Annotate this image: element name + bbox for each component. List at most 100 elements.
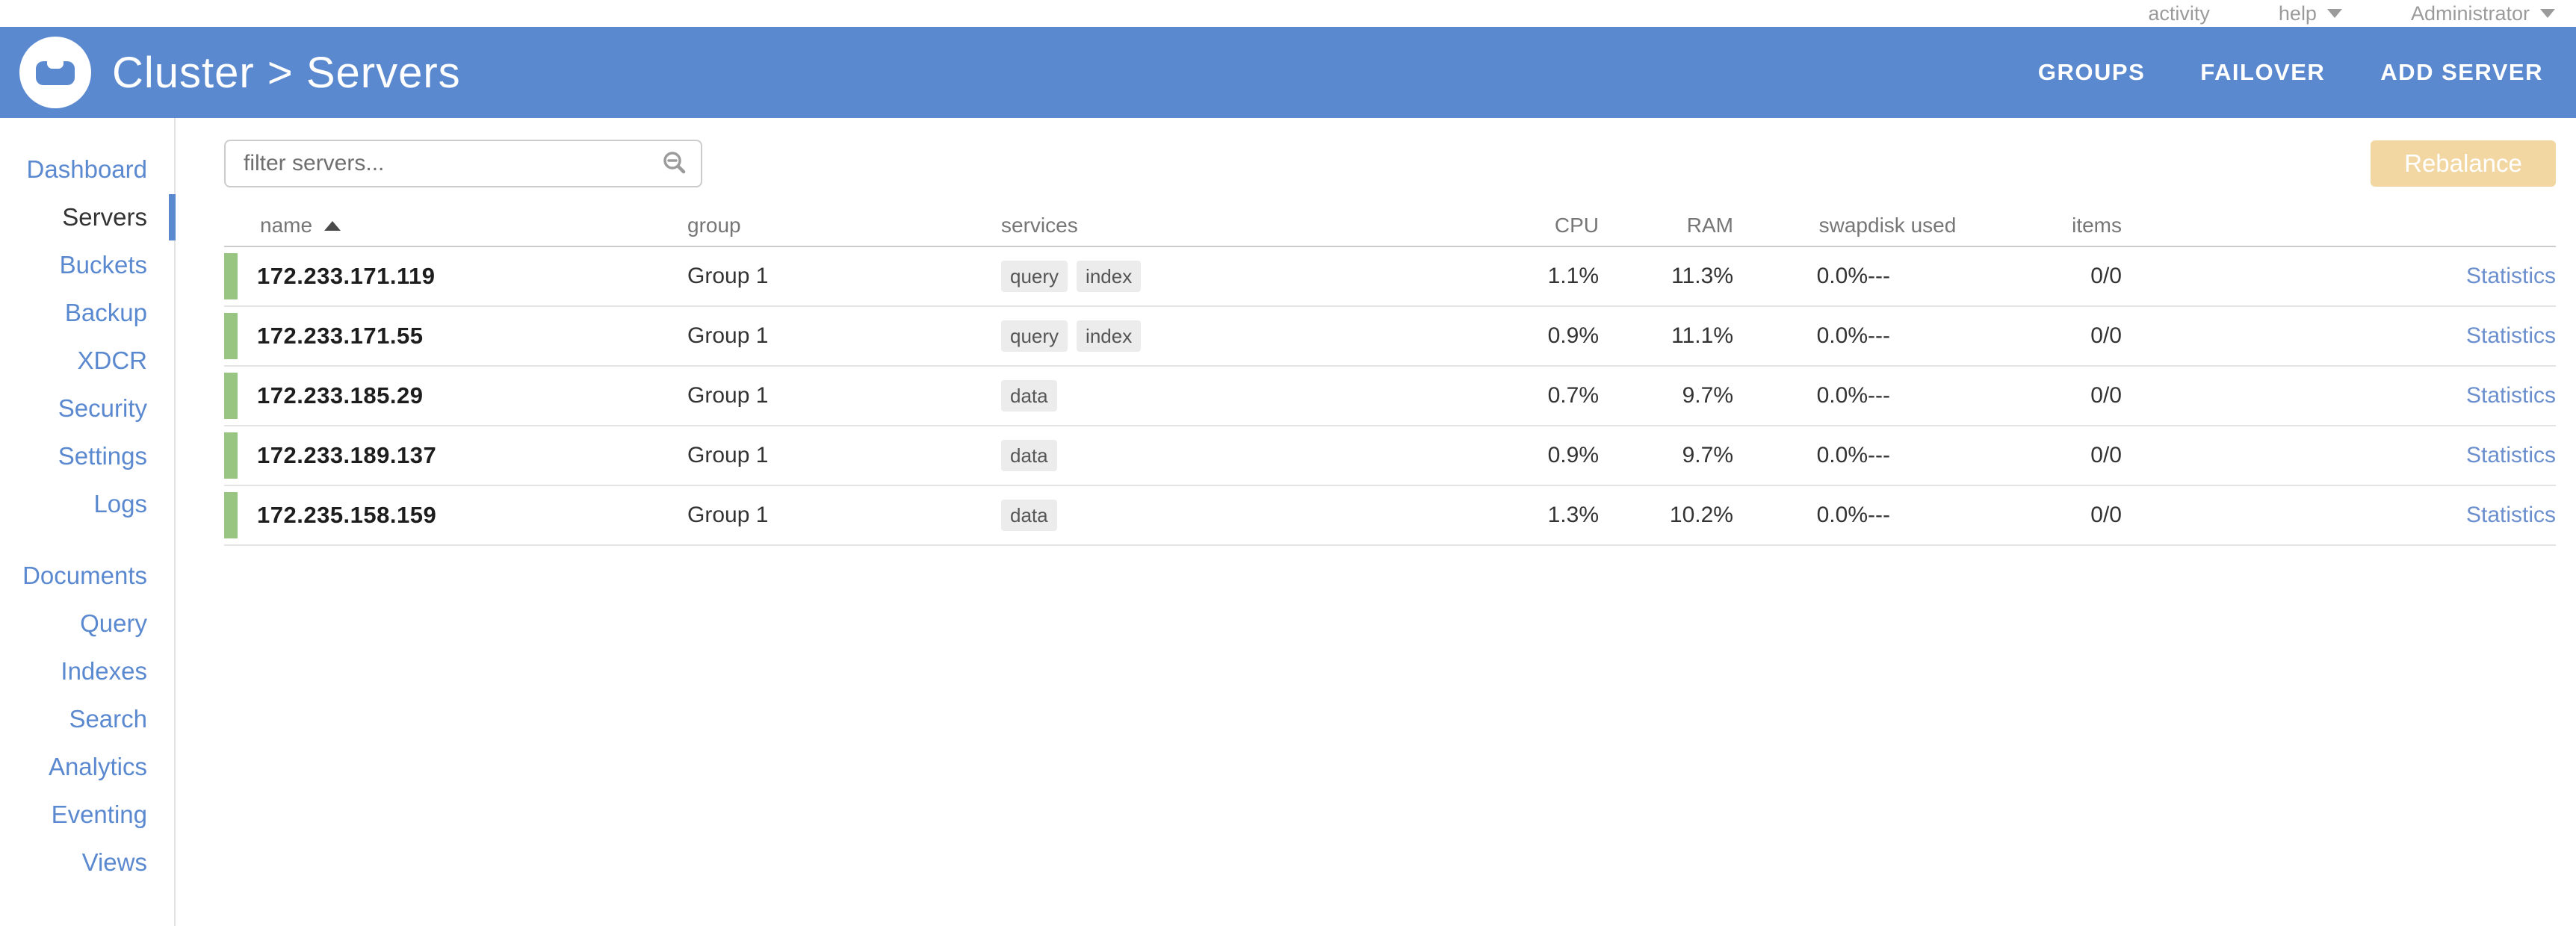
sidebar-item-eventing[interactable]: Eventing: [51, 801, 147, 828]
service-badge: data: [1001, 440, 1057, 471]
disk-used-value: ---: [1868, 503, 1890, 527]
swap-value: 0.0%: [1816, 383, 1868, 408]
servers-table: name group services CPU RAM swap disk us…: [224, 205, 2556, 546]
items-value: 0/0: [2090, 443, 2122, 467]
swap-value: 0.0%: [1816, 323, 1868, 348]
health-status-bar: [224, 373, 238, 419]
add-server-button[interactable]: ADD SERVER: [2380, 59, 2543, 85]
services-cell: data: [1001, 380, 1419, 411]
ram-value: 9.7%: [1682, 443, 1733, 467]
server-name: 172.233.171.55: [257, 323, 424, 349]
server-name-cell: 172.233.189.137: [224, 426, 687, 485]
activity-label: activity: [2148, 1, 2210, 25]
table-header-row: name group services CPU RAM swap disk us…: [224, 205, 2556, 247]
column-header-group[interactable]: group: [687, 214, 741, 237]
server-name: 172.233.189.137: [257, 442, 437, 468]
items-value: 0/0: [2090, 323, 2122, 348]
ram-value: 10.2%: [1669, 503, 1733, 527]
sidebar-item-documents[interactable]: Documents: [22, 562, 147, 589]
health-status-bar: [224, 492, 238, 538]
sidebar-item-query[interactable]: Query: [80, 609, 147, 637]
failover-button[interactable]: FAILOVER: [2200, 59, 2326, 85]
server-group: Group 1: [687, 503, 769, 527]
active-item-indicator: [169, 194, 176, 240]
sidebar-item-logs[interactable]: Logs: [93, 490, 147, 518]
server-group: Group 1: [687, 264, 769, 288]
column-header-ram[interactable]: RAM: [1686, 214, 1733, 237]
items-value: 0/0: [2090, 503, 2122, 527]
health-status-bar: [224, 432, 238, 479]
service-badge: query: [1001, 320, 1068, 352]
sidebar-item-security[interactable]: Security: [58, 394, 147, 422]
column-header-services[interactable]: services: [1001, 214, 1078, 237]
service-badge: index: [1077, 320, 1142, 352]
sidebar-item-backup[interactable]: Backup: [64, 299, 147, 326]
swap-value: 0.0%: [1816, 503, 1868, 527]
table-row[interactable]: 172.235.158.159 Group 1 data 1.3% 10.2% …: [224, 486, 2556, 546]
services-cell: query index: [1001, 261, 1419, 292]
sidebar-item-settings[interactable]: Settings: [58, 442, 147, 470]
groups-button[interactable]: GROUPS: [2037, 59, 2146, 85]
column-header-cpu[interactable]: CPU: [1554, 214, 1599, 237]
app-header: Cluster > Servers GROUPS FAILOVER ADD SE…: [0, 27, 2576, 118]
sort-ascending-icon: [324, 220, 341, 231]
server-group: Group 1: [687, 383, 769, 408]
disk-used-value: ---: [1868, 323, 1890, 348]
table-row[interactable]: 172.233.171.55 Group 1 query index 0.9% …: [224, 307, 2556, 367]
main-layout: Dashboard Servers Buckets Backup XDCR Se…: [0, 118, 2576, 926]
sidebar-item-views[interactable]: Views: [81, 848, 147, 876]
rebalance-button[interactable]: Rebalance: [2371, 140, 2556, 187]
disk-used-value: ---: [1868, 383, 1890, 408]
statistics-link[interactable]: Statistics: [2465, 383, 2556, 408]
statistics-link[interactable]: Statistics: [2465, 503, 2556, 527]
sidebar-item-servers[interactable]: Servers: [0, 193, 176, 241]
user-menu[interactable]: Administrator: [2411, 2, 2555, 25]
cpu-value: 0.7%: [1547, 383, 1599, 408]
top-utility-bar: activity help Administrator: [0, 0, 2576, 27]
sidebar-item-xdcr[interactable]: XDCR: [77, 347, 147, 374]
server-name-cell: 172.235.158.159: [224, 486, 687, 544]
activity-link[interactable]: activity: [2148, 2, 2210, 25]
servers-toolbar: Rebalance: [224, 140, 2556, 187]
column-header-swap[interactable]: swap: [1818, 214, 1868, 237]
server-name-cell: 172.233.185.29: [224, 367, 687, 425]
column-header-items[interactable]: items: [2072, 214, 2122, 237]
sidebar-item-search[interactable]: Search: [69, 705, 147, 733]
filter-box: [224, 140, 702, 187]
sidebar-item-buckets[interactable]: Buckets: [59, 251, 147, 279]
sidebar: Dashboard Servers Buckets Backup XDCR Se…: [0, 118, 176, 926]
statistics-link[interactable]: Statistics: [2465, 443, 2556, 467]
column-header-name[interactable]: name: [224, 214, 687, 237]
sidebar-item-dashboard[interactable]: Dashboard: [26, 155, 147, 183]
sidebar-lower-group: Documents Query Indexes Search Analytics…: [0, 552, 174, 886]
cpu-value: 1.3%: [1547, 503, 1599, 527]
server-name-cell: 172.233.171.119: [224, 247, 687, 305]
content-area: Rebalance name group services CPU RAM sw…: [176, 118, 2576, 926]
items-value: 0/0: [2090, 264, 2122, 288]
service-badge: data: [1001, 500, 1057, 531]
breadcrumb: Cluster > Servers: [112, 48, 461, 97]
ram-value: 11.3%: [1671, 264, 1733, 288]
table-row[interactable]: 172.233.189.137 Group 1 data 0.9% 9.7% 0…: [224, 426, 2556, 486]
service-badge: query: [1001, 261, 1068, 292]
ram-value: 9.7%: [1682, 383, 1733, 408]
server-name: 172.233.185.29: [257, 382, 424, 408]
server-name-cell: 172.233.171.55: [224, 307, 687, 365]
statistics-link[interactable]: Statistics: [2465, 264, 2556, 288]
column-header-label: name: [260, 214, 313, 237]
sidebar-item-indexes[interactable]: Indexes: [61, 657, 147, 685]
table-row[interactable]: 172.233.185.29 Group 1 data 0.7% 9.7% 0.…: [224, 367, 2556, 426]
server-group: Group 1: [687, 323, 769, 348]
search-icon: [663, 152, 686, 174]
sidebar-item-analytics[interactable]: Analytics: [48, 753, 147, 780]
filter-servers-input[interactable]: [224, 140, 702, 187]
cpu-value: 0.9%: [1547, 443, 1599, 467]
statistics-link[interactable]: Statistics: [2465, 323, 2556, 348]
cpu-value: 0.9%: [1547, 323, 1599, 348]
health-status-bar: [224, 313, 238, 359]
table-row[interactable]: 172.233.171.119 Group 1 query index 1.1%…: [224, 247, 2556, 307]
sidebar-item-label: Servers: [62, 203, 147, 231]
column-header-disk-used[interactable]: disk used: [1868, 214, 1957, 237]
help-menu[interactable]: help: [2279, 2, 2342, 25]
disk-used-value: ---: [1868, 443, 1890, 467]
